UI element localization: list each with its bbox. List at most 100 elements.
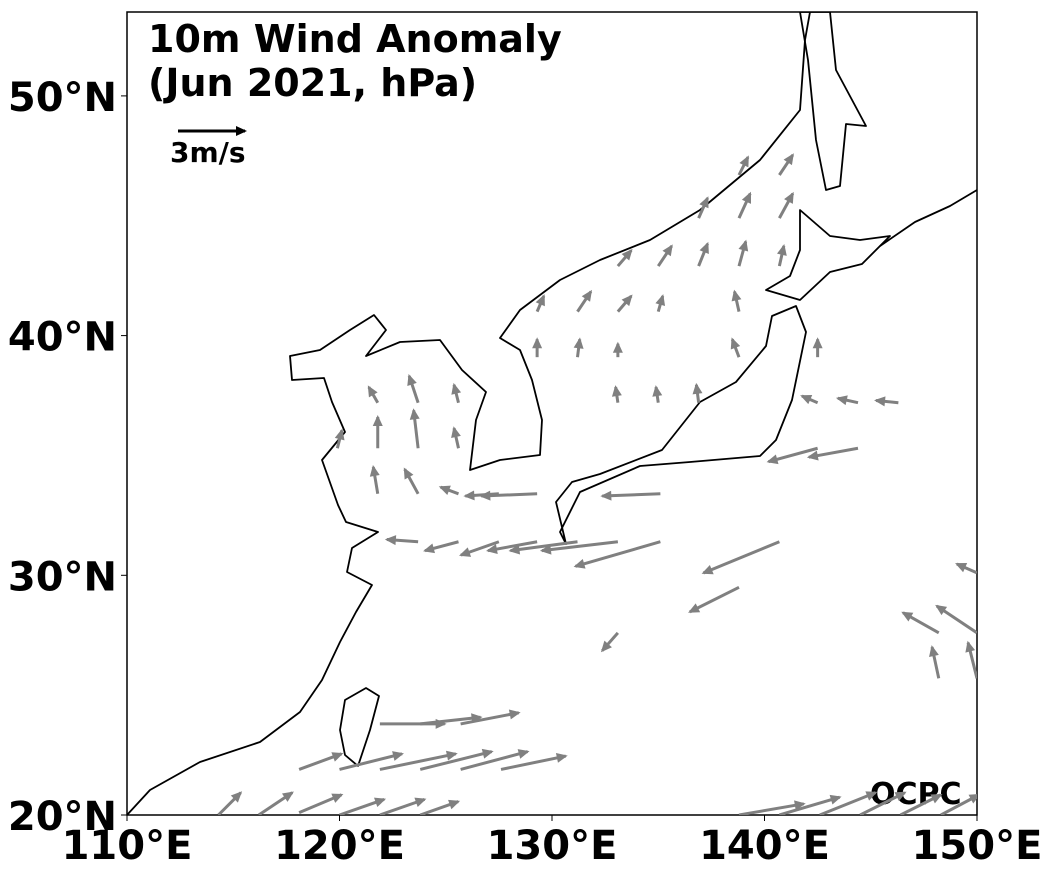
arrow-shaft (339, 752, 403, 771)
wind-arrow (419, 799, 461, 815)
wind-arrow (778, 153, 795, 176)
wind-arrow (935, 604, 977, 635)
wind-arrow (929, 645, 941, 679)
arrow-head (935, 604, 948, 616)
wind-arrow (778, 191, 795, 219)
coastline-sakhalin (799, 12, 867, 191)
arrow-head (655, 294, 666, 307)
arrow-head (662, 244, 673, 257)
y-tick-label: 30°N (8, 554, 117, 600)
arrow-head (901, 611, 914, 622)
arrow-head (874, 396, 886, 407)
arrow-shaft (702, 540, 780, 575)
wind-arrow (701, 540, 780, 575)
arrow-head (738, 239, 749, 252)
wind-arrow (419, 748, 494, 771)
wind-arrow (451, 426, 461, 449)
arrow-head (611, 385, 622, 397)
arrow-head (835, 395, 848, 406)
wind-arrow (407, 374, 420, 404)
arrow-shaft (541, 540, 619, 553)
wind-arrow (697, 196, 709, 219)
arrow-head (236, 126, 247, 136)
wind-arrow (940, 794, 977, 815)
arrow-head (438, 485, 451, 495)
arrow-head (930, 794, 943, 804)
wind-vectors (217, 153, 977, 815)
wind-arrow (600, 490, 661, 501)
arrow-head (600, 640, 612, 653)
arrow-head (281, 791, 294, 802)
wind-arrow (298, 793, 344, 814)
arrow-head (407, 374, 417, 387)
arrow-head (573, 559, 586, 569)
wind-arrow (812, 337, 823, 358)
wind-arrow (737, 155, 750, 176)
arrow-head (731, 289, 742, 302)
arrow-head (555, 752, 568, 763)
arrow-head (783, 153, 794, 166)
arrow-head (894, 791, 907, 802)
wind-arrow (576, 289, 593, 313)
y-tick-label: 50°N (8, 75, 117, 121)
arrow-head (699, 241, 709, 254)
arrow-head (766, 454, 779, 465)
wind-arrow (611, 385, 622, 403)
arrow-head (403, 467, 414, 480)
wind-arrow (731, 289, 742, 312)
wind-arrow (738, 800, 806, 815)
reference-arrow (178, 126, 247, 136)
arrow-head (372, 414, 383, 426)
arrow-shaft (500, 754, 567, 771)
wind-arrow (600, 631, 620, 653)
arrow-head (730, 337, 741, 350)
arrow-head (806, 450, 819, 461)
map-frame (126, 11, 978, 816)
reference-label: 3m/s (170, 136, 246, 169)
wind-arrow (367, 385, 380, 404)
map-title: 10m Wind Anomaly (148, 17, 562, 61)
arrow-head (965, 640, 976, 653)
wind-arrow (539, 540, 619, 555)
arrow-head (230, 791, 243, 803)
arrow-head (423, 543, 435, 554)
wind-arrow (379, 718, 447, 729)
wind-arrow (460, 749, 530, 771)
wind-arrow (730, 337, 741, 358)
arrow-head (486, 544, 498, 554)
arrow-head (517, 749, 530, 759)
wind-arrow (535, 294, 546, 313)
wind-arrow (459, 540, 500, 557)
wind-arrow (409, 408, 420, 449)
arrow-head (532, 337, 543, 349)
wind-arrow (657, 244, 673, 267)
arrow-head (581, 289, 593, 302)
wind-arrow (500, 752, 568, 771)
wind-arrow (806, 446, 859, 461)
arrow-head (367, 385, 378, 398)
x-tick-label: 120°E (274, 823, 405, 869)
coastline-hokkaido (765, 209, 891, 301)
arrow-shaft (602, 492, 661, 498)
wind-arrow (403, 467, 420, 495)
map-subtitle: (Jun 2021, hPa) (148, 61, 477, 105)
arrow-head (739, 155, 749, 168)
arrow-head (451, 382, 462, 395)
wind-arrow (451, 382, 462, 404)
wind-arrow (460, 709, 521, 726)
arrow-head (573, 337, 584, 349)
arrow-head (621, 248, 633, 261)
wind-arrow (655, 294, 666, 313)
x-tick-label: 130°E (487, 823, 618, 869)
wind-arrow (423, 540, 459, 554)
arrow-head (334, 428, 345, 441)
wind-arrow (777, 244, 787, 267)
arrow-head (369, 465, 380, 477)
arrow-head (777, 244, 787, 256)
wind-arrow (874, 396, 899, 407)
arrow-shaft (420, 715, 481, 726)
wind-arrow (217, 791, 243, 815)
wind-arrow (298, 752, 344, 771)
arrow-head (535, 294, 545, 307)
coastline-kurils (879, 189, 977, 247)
